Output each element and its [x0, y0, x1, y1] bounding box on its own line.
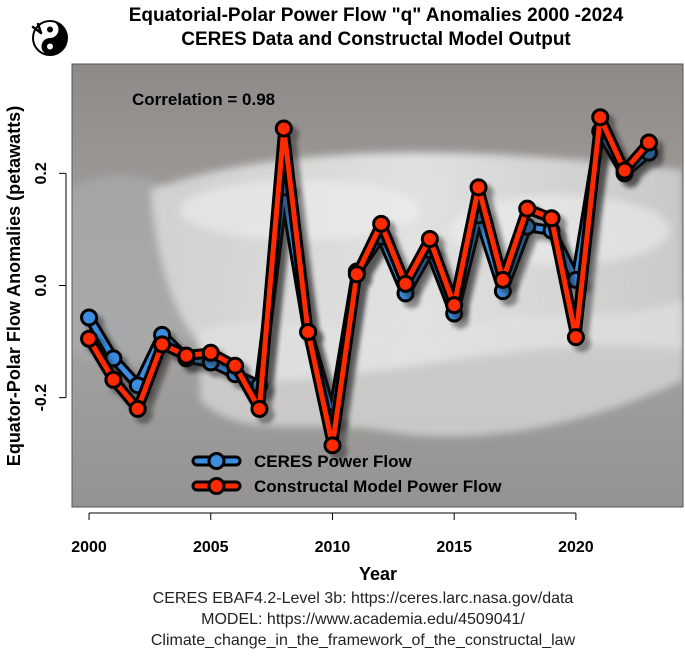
model-data-point: [469, 178, 488, 197]
model-data-point: [518, 199, 537, 218]
x-tick-label: 2020: [558, 539, 594, 556]
model-data-point: [274, 119, 293, 138]
x-tick-label: 2005: [193, 539, 229, 556]
model-data-point: [299, 323, 318, 342]
legend-marker: [207, 477, 226, 495]
source-line-2: MODEL: https://www.academia.edu/4509041/: [201, 611, 525, 628]
model-data-point: [493, 270, 512, 289]
model-data-point: [226, 356, 245, 375]
correlation-annotation: Correlation = 0.98: [132, 90, 275, 109]
model-data-point: [445, 296, 464, 315]
source-line-1: CERES EBAF4.2-Level 3b: https://ceres.la…: [153, 590, 574, 607]
y-tick-label: 0.0: [33, 274, 50, 296]
legend-label: Constructal Model Power Flow: [254, 477, 502, 496]
model-data-point: [615, 161, 634, 180]
series-layer: [80, 108, 664, 461]
yin-yang-icon: [31, 20, 68, 56]
model-data-point: [372, 214, 391, 233]
model-data-point: [420, 229, 439, 248]
model-data-point: [128, 399, 147, 418]
y-axis-label: Equator-Polar Flow Anomalies (petawatts): [4, 106, 24, 466]
model-data-point: [104, 370, 123, 389]
y-tick-label: 0.2: [33, 162, 50, 184]
model-data-point: [153, 335, 172, 354]
model-data-point: [639, 133, 658, 152]
legend-label: CERES Power Flow: [254, 452, 413, 471]
legend-item-ceres: CERES Power Flow: [191, 452, 413, 471]
chart-title: Equatorial-Polar Power Flow "q" Anomalie…: [129, 5, 624, 26]
x-tick-label: 2015: [436, 539, 472, 556]
x-tick-label: 2000: [71, 539, 107, 556]
model-data-point: [201, 343, 220, 362]
model-data-point: [396, 274, 415, 293]
model-data-point: [177, 346, 196, 365]
model-data-point: [591, 108, 610, 127]
y-tick-label: -0.2: [33, 384, 50, 412]
model-data-point: [80, 329, 99, 348]
source-line-3: Climate_change_in_the_framework_of_the_c…: [151, 632, 576, 649]
plot-frame: [71, 63, 684, 508]
x-tick-label: 2010: [315, 539, 351, 556]
x-axis-label: Year: [359, 564, 397, 584]
ceres-data-point: [80, 308, 99, 327]
legend-item-model: Constructal Model Power Flow: [191, 477, 502, 496]
legend-marker: [207, 452, 226, 470]
model-data-point: [347, 265, 366, 284]
axes: 2000 2005 2010 2015 2020 -0.2 0.0 0.2: [33, 162, 594, 556]
model-data-point: [250, 399, 269, 418]
model-data-point: [542, 209, 561, 228]
legend: CERES Power Flow Constructal Model Power …: [191, 452, 502, 496]
model-data-point: [566, 328, 585, 347]
model-data-point: [323, 436, 342, 455]
chart-subtitle: CERES Data and Constructal Model Output: [181, 29, 571, 50]
